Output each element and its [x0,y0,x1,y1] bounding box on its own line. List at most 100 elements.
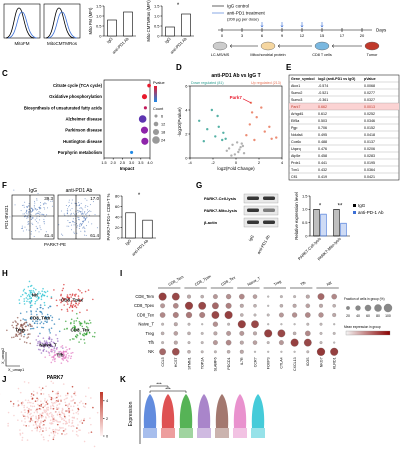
umap-cell [66,348,68,351]
flow-event [78,219,80,221]
umap-cell [28,289,31,292]
y-tick-label: 40 [115,214,120,219]
size-legend-dot [364,304,372,312]
flow-event [81,211,83,213]
umap-cell [77,435,79,437]
umap-cell [71,385,74,388]
umap-cell [79,429,81,432]
flow-event [32,217,34,219]
umap-cell [30,293,33,296]
umap-cell [74,304,77,307]
umap-cell [31,325,33,327]
umap-cell [22,414,24,416]
blot-strip [243,217,279,228]
flow-event [94,214,96,216]
flow-event [27,223,29,225]
flow-event [82,220,84,222]
panel-letter: I [120,269,122,278]
expression-dot [280,350,283,353]
umap-cell [14,320,16,322]
umap-cell [35,339,38,341]
umap-cell [40,421,42,424]
point [255,116,258,119]
annotation-line [242,98,252,104]
umap-axes [5,352,20,367]
colorbar [100,392,103,436]
flow-frame [57,194,101,240]
bar [123,11,133,37]
umap-cell [46,321,48,323]
expression-dot [306,350,310,354]
umap-cell [20,335,23,337]
umap-cell [29,333,31,335]
umap-cell [51,415,53,417]
umap-cell [47,414,49,417]
legend-title: Count [153,107,164,111]
umap-cell [7,422,9,425]
significance: *** [156,382,162,387]
dot [141,94,148,100]
umap-cell [84,395,87,398]
y-axis-label: Expression [128,401,134,426]
expression-dot [212,294,218,300]
umap-cell [64,350,66,353]
flow-event [72,220,74,222]
flow-event [72,218,74,220]
gene-label: HCST [174,357,178,368]
flow-event [84,218,86,220]
expression-dot [305,303,310,308]
point [260,106,263,109]
flow-event [84,206,86,208]
umap-cell [66,310,69,312]
table-cell: Prdx1 [291,161,300,165]
size-legend-dot [153,121,159,127]
umap-cell [68,421,71,424]
point [242,152,246,155]
umap-cell [70,400,72,402]
expression-dot [239,303,244,308]
flow-event [47,207,49,209]
umap-cell [59,299,61,301]
table-cell: Atp5e [291,154,300,158]
expression-dot [239,340,244,345]
umap-cell [43,304,46,307]
expression-dot [318,312,324,318]
umap-cell [21,439,24,441]
umap-cell [82,405,85,408]
umap-cell [35,296,38,298]
flow-event [76,223,78,225]
umap-cell [44,344,47,346]
table-header: pValue [364,77,376,81]
umap-cell [60,398,62,401]
flow-event [35,209,37,211]
umap-cell [45,429,48,431]
umap-cell [73,325,76,327]
flow-event [45,203,47,205]
umap-cell [53,434,56,437]
umap-cell [36,411,39,414]
umap-cell [65,394,67,397]
flow-event [96,227,98,229]
umap-cell [42,420,45,423]
expression-dot [237,320,246,329]
flow-event [39,213,41,215]
umap-cell [31,327,33,330]
row-label: CD8_Tem [135,294,154,299]
umap-cell [19,429,21,431]
flow-event [9,216,11,218]
gene-label: IL7R [240,357,244,365]
expression-dot [211,311,220,319]
flow-event [39,225,41,227]
umap-cell [61,409,64,412]
umap-cell [20,411,23,413]
umap-cell [41,414,43,417]
flow-event [44,202,46,204]
umap-cell [49,332,51,334]
umap-cell [53,351,56,354]
y-axis-label: Mito CMTMRos (MFI) [146,0,151,42]
expression-dot [292,312,298,318]
umap-cell [66,299,69,302]
umap-cell [23,298,26,300]
umap-cell [20,402,23,404]
lane-label: IgG [247,234,255,242]
